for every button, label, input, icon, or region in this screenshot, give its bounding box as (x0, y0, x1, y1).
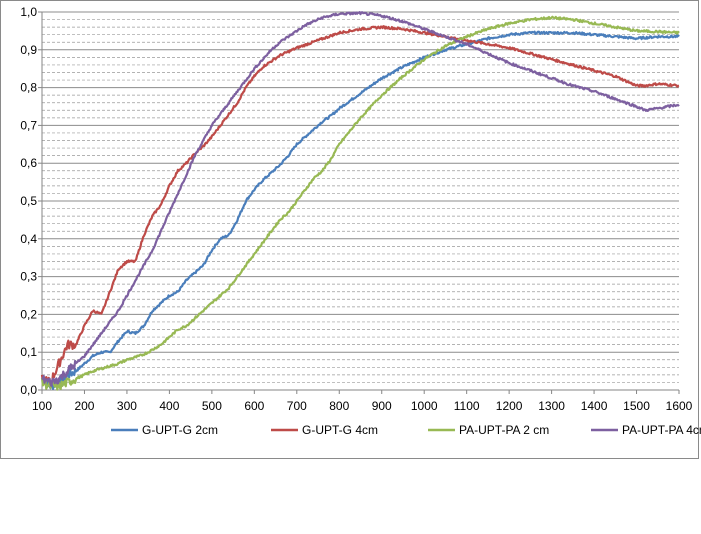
x-tick-label: 1500 (623, 399, 650, 413)
x-tick-label: 1300 (538, 399, 565, 413)
series-line-2 (40, 25, 680, 386)
x-tick-label: 100 (32, 399, 52, 413)
y-tick-label: 0,6 (20, 156, 37, 170)
y-tick-label: 0,9 (20, 43, 37, 57)
x-tick-label: 400 (159, 399, 179, 413)
x-tick-label: 700 (287, 399, 307, 413)
legend: G-UPT-G 2cm G-UPT-G 4cm PA-UPT-PA 2 cm PA-U… (111, 423, 701, 437)
grid-lines (42, 11, 679, 383)
y-tick-label: 0,0 (20, 383, 37, 397)
legend-label-3: PA-UPT-PA 2 cm (459, 423, 549, 437)
x-tick-label: 800 (329, 399, 349, 413)
x-tick-label: 300 (117, 399, 137, 413)
y-tick-label: 0,8 (20, 81, 37, 95)
legend-label-4: PA-UPT-PA 4cm (622, 423, 701, 437)
x-tick-label: 1400 (581, 399, 608, 413)
legend-label-1: G-UPT-G 2cm (142, 423, 218, 437)
x-axis-tick-labels: 100 200 300 400 500 600 700 800 900 1000 1100 1200 1… (32, 399, 693, 413)
legend-label-2: G-UPT-G 4cm (302, 423, 378, 437)
axes (38, 11, 680, 394)
x-tick-label: 1200 (496, 399, 523, 413)
series-line-3 (40, 15, 680, 391)
y-tick-label: 0,5 (20, 194, 37, 208)
x-tick-label: 600 (244, 399, 264, 413)
series-line-4 (41, 11, 680, 387)
x-tick-label: 500 (202, 399, 222, 413)
x-tick-label: 1600 (666, 399, 693, 413)
y-tick-label: 1,0 (20, 5, 37, 19)
x-tick-label: 900 (372, 399, 392, 413)
y-tick-label: 0,7 (20, 118, 37, 132)
y-axis-tick-labels: 0,0 0,1 0,2 0,3 0,4 0,5 0,6 0,7 0,8 0,9 1,0 (20, 5, 37, 397)
x-tick-label: 200 (74, 399, 94, 413)
x-tick-label: 1000 (411, 399, 438, 413)
y-tick-label: 0,4 (20, 232, 37, 246)
series-lines (40, 11, 680, 391)
y-tick-label: 0,3 (20, 270, 37, 284)
y-tick-label: 0,2 (20, 307, 37, 321)
x-tick-label: 1100 (454, 399, 480, 413)
series-line-1 (41, 30, 680, 391)
y-tick-label: 0,1 (20, 345, 37, 359)
